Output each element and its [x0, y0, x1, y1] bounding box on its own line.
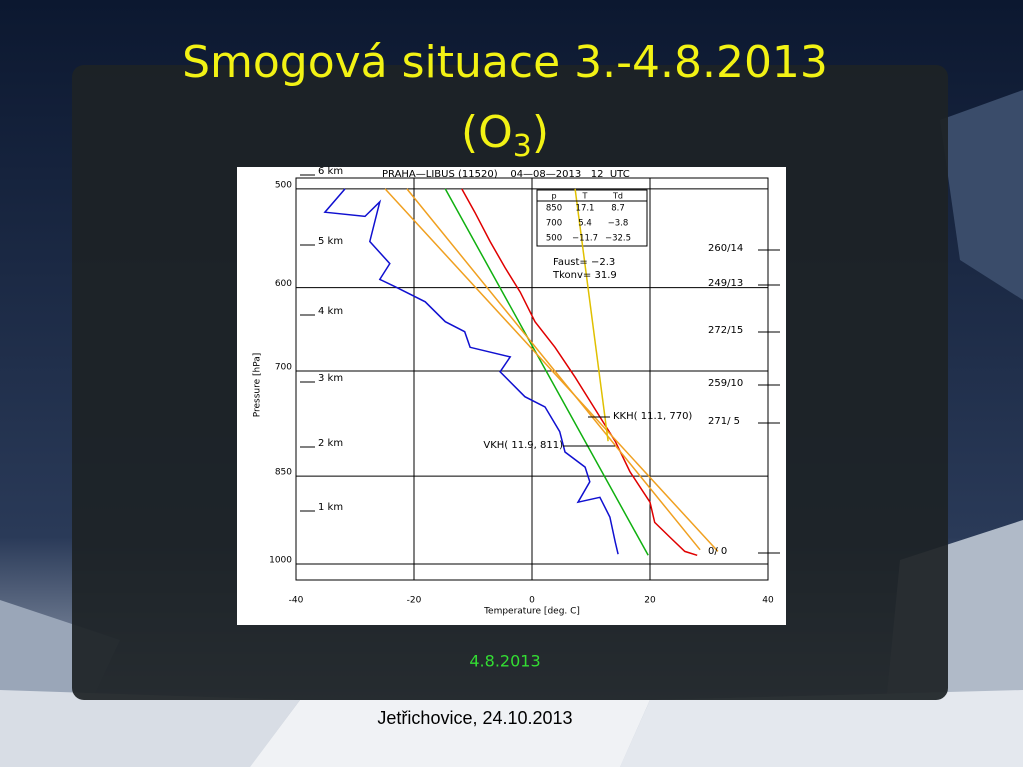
kkh-label: KKH( 11.1, 770) — [613, 411, 692, 422]
wind-label: 271/ 5 — [708, 416, 740, 427]
x-tick-label: 20 — [644, 596, 656, 606]
altitude-label: 2 km — [318, 438, 343, 449]
y-tick-label: 700 — [275, 363, 292, 373]
table-cell: −32.5 — [605, 234, 631, 244]
profile-line — [444, 188, 649, 556]
table-cell: 850 — [546, 204, 562, 214]
x-tick-label: -40 — [289, 596, 304, 606]
x-tick-label: -20 — [407, 596, 422, 606]
profile-line — [574, 188, 609, 442]
subtitle: (O3) — [461, 107, 549, 164]
table-cell: 700 — [546, 219, 562, 229]
table-cell: 8.7 — [611, 204, 625, 214]
profile-line — [461, 188, 698, 557]
y-tick-label: 850 — [275, 468, 292, 478]
footer: Jetřichovice, 24.10.2013 — [377, 708, 572, 728]
chart: 500 600 700 850 1000 -40 -20 0 20 40 Temperature [… — [237, 166, 786, 625]
facet — [940, 90, 1023, 300]
wind-label: 259/10 — [708, 378, 743, 389]
y-axis-label: Pressure [hPa] — [253, 353, 263, 418]
wind-label: 0/ 0 — [708, 546, 727, 557]
table-cell: −11.7 — [572, 234, 598, 244]
vkh-label: VKH( 11.9, 811) — [483, 440, 563, 451]
facet — [620, 690, 1023, 767]
subtitle-part: ) — [532, 107, 549, 158]
profile-line — [384, 188, 719, 552]
table-header: p — [551, 192, 556, 201]
y-tick-label: 600 — [275, 279, 292, 289]
altitude-label: 1 km — [318, 502, 343, 513]
annotation: Tkonv= 31.9 — [552, 270, 617, 281]
table-cell: 17.1 — [576, 204, 595, 214]
table-cell: 5.4 — [578, 219, 592, 229]
profile-line — [323, 188, 619, 555]
wind-label: 272/15 — [708, 325, 743, 336]
annotation: Faust= −2.3 — [553, 257, 615, 268]
caption: 4.8.2013 — [469, 652, 540, 671]
altitude-label: 3 km — [318, 373, 343, 384]
altitude-label: 5 km — [318, 236, 343, 247]
x-tick-label: 40 — [762, 596, 774, 606]
x-tick-label: 0 — [529, 596, 535, 606]
title: Smogová situace 3.-4.8.2013 — [182, 37, 828, 88]
table-header: T — [582, 192, 588, 201]
stats-table — [536, 189, 648, 247]
subtitle-sub: 3 — [513, 129, 532, 164]
table-header: Td — [612, 192, 623, 201]
altitude-label: 4 km — [318, 306, 343, 317]
facet — [0, 690, 300, 767]
profile-line — [406, 188, 701, 551]
subtitle-part: (O — [461, 107, 513, 158]
wind-label: 260/14 — [708, 243, 743, 254]
y-tick-label: 500 — [275, 180, 292, 190]
table-cell: −3.8 — [608, 219, 629, 229]
chart-background — [237, 167, 786, 625]
x-axis-label: Temperature [deg. C] — [483, 607, 580, 617]
chart-title: PRAHA—LIBUS (11520) 04—08—2013 12 UTC — [382, 169, 630, 180]
altitude-label: 6 km — [318, 166, 343, 177]
y-tick-label: 1000 — [269, 556, 292, 566]
wind-label: 249/13 — [708, 278, 743, 289]
facet — [250, 700, 650, 767]
table-cell: 500 — [546, 234, 562, 244]
